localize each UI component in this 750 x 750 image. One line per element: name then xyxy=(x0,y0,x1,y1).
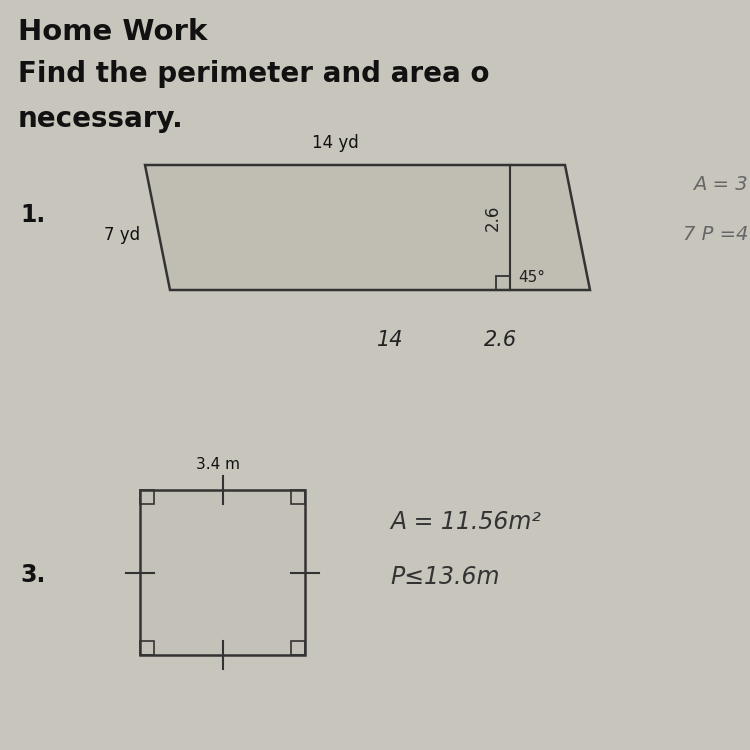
Text: P≤13.6m: P≤13.6m xyxy=(390,565,500,589)
Text: 7 P =4: 7 P =4 xyxy=(682,226,748,245)
Text: 7 yd: 7 yd xyxy=(104,226,140,244)
Text: A = 11.56m²: A = 11.56m² xyxy=(390,510,541,534)
Text: necessary.: necessary. xyxy=(18,105,184,133)
Text: A = 3: A = 3 xyxy=(693,176,748,194)
Text: 2.6: 2.6 xyxy=(484,330,517,350)
Text: 14: 14 xyxy=(376,330,404,350)
Text: 45°: 45° xyxy=(518,270,545,285)
Bar xyxy=(496,276,510,290)
Text: 1.: 1. xyxy=(20,203,45,227)
Bar xyxy=(140,490,154,504)
Text: 3.4 m: 3.4 m xyxy=(196,457,239,472)
Text: Find the perimeter and area o: Find the perimeter and area o xyxy=(18,60,490,88)
Bar xyxy=(291,490,305,504)
Polygon shape xyxy=(145,165,590,290)
Bar xyxy=(140,490,305,655)
Bar xyxy=(291,641,305,655)
Text: Home Work: Home Work xyxy=(18,18,207,46)
Text: 3.: 3. xyxy=(20,563,45,587)
Text: 2.6: 2.6 xyxy=(484,204,502,231)
Text: 14 yd: 14 yd xyxy=(312,134,358,152)
Bar xyxy=(140,641,154,655)
